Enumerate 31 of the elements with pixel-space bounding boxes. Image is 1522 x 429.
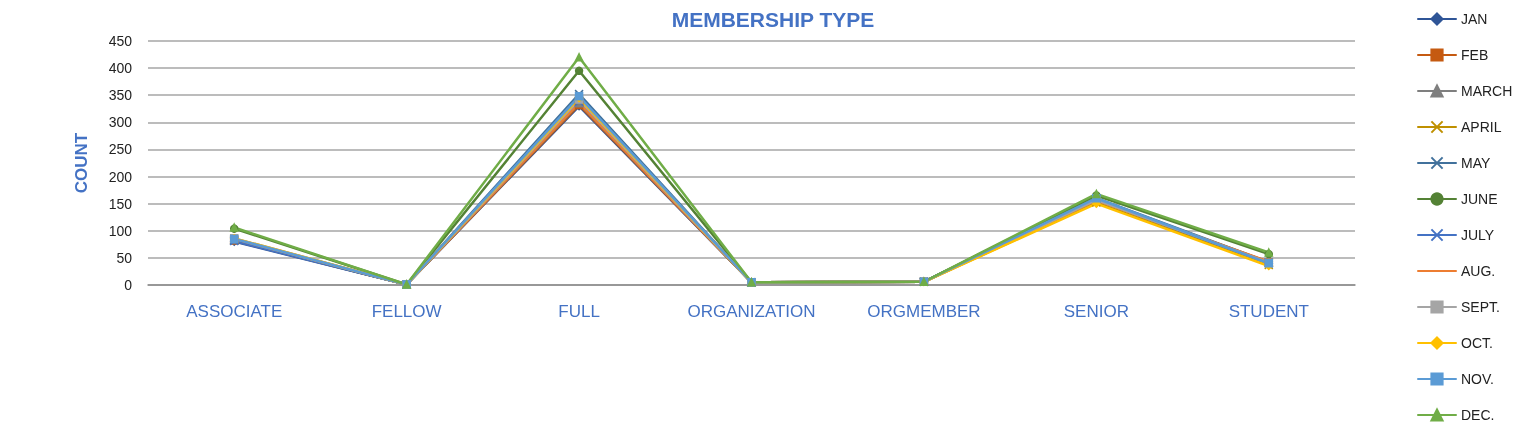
x-tick-label: FULL [558, 302, 600, 321]
legend-label: JULY [1461, 227, 1495, 243]
x-tick-label: FELLOW [371, 302, 442, 321]
x-tick-label: STUDENT [1228, 302, 1309, 321]
x-tick-label: ASSOCIATE [186, 302, 283, 321]
y-tick-label: 400 [108, 60, 133, 77]
x-tick-label: ORGMEMBER [867, 302, 981, 321]
legend-label: DEC. [1461, 407, 1495, 423]
legend-label: JUNE [1461, 191, 1498, 207]
legend-label: MAY [1461, 155, 1491, 171]
legend-label: JAN [1461, 11, 1488, 27]
chart-title: MEMBERSHIP TYPE [671, 8, 875, 31]
y-tick-label: 200 [108, 168, 133, 185]
legend-label: NOV. [1461, 371, 1494, 387]
legend-label: SEPT. [1461, 299, 1500, 315]
y-tick-label: 350 [108, 87, 133, 104]
y-tick-label: 300 [108, 114, 133, 131]
y-tick-label: 150 [108, 195, 133, 212]
legend-label: FEB [1461, 47, 1489, 63]
y-axis-title: COUNT [72, 132, 91, 194]
y-tick-label: 100 [108, 222, 133, 239]
x-tick-label: ORGANIZATION [687, 302, 816, 321]
x-tick-label: SENIOR [1063, 302, 1129, 321]
legend-label: OCT. [1461, 335, 1493, 351]
legend-label: MARCH [1461, 83, 1513, 99]
y-tick-label: 250 [108, 141, 133, 158]
y-tick-label: 0 [124, 277, 133, 293]
y-tick-label: 450 [108, 33, 133, 49]
y-tick-label: 50 [116, 249, 133, 266]
legend-label: AUG. [1461, 263, 1496, 279]
legend-label: APRIL [1461, 119, 1502, 135]
